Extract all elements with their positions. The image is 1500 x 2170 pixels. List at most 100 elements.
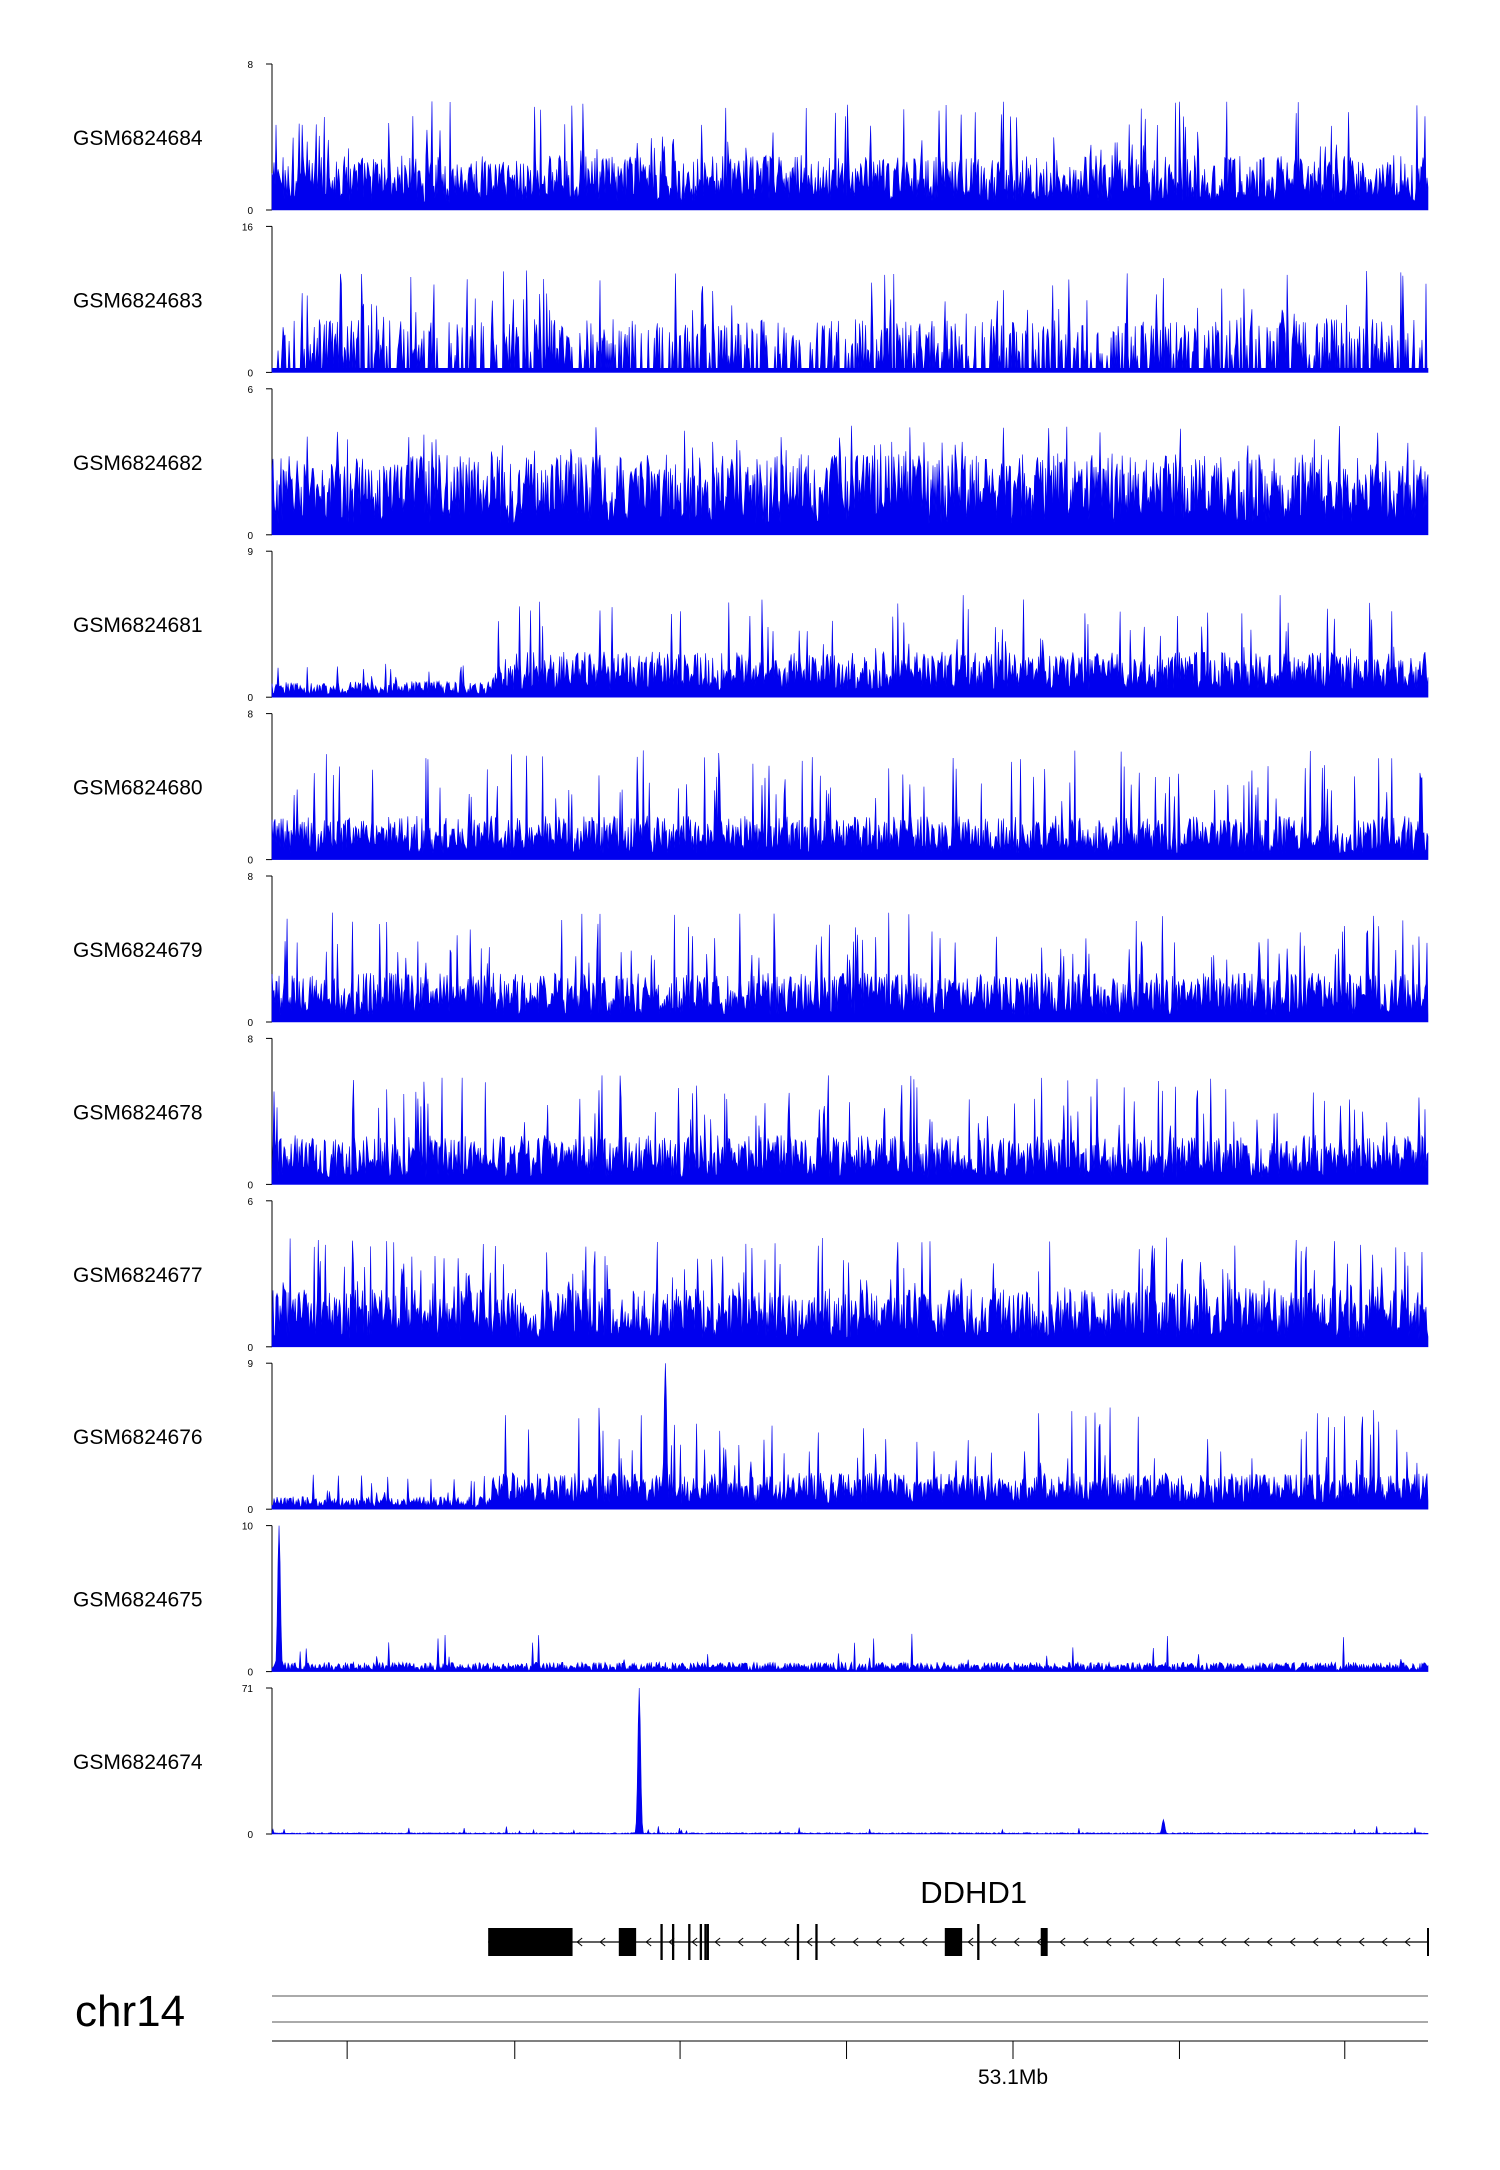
- track-GSM6824679: GSM6824679 8 0: [73, 872, 1429, 1029]
- strand-arrow: [852, 1937, 859, 1947]
- y-max-label: 8: [247, 872, 253, 883]
- exon: [618, 1928, 637, 1956]
- track-name-label: GSM6824682: [73, 452, 203, 475]
- strand-arrow: [1082, 1937, 1089, 1947]
- y-min-label: 0: [247, 1505, 253, 1516]
- strand-arrow: [1289, 1937, 1296, 1947]
- track-GSM6824677: GSM6824677 6 0: [73, 1197, 1429, 1354]
- strand-arrow: [1335, 1937, 1342, 1947]
- track-name-label: GSM6824684: [73, 127, 203, 150]
- track-name-label: GSM6824677: [73, 1264, 203, 1287]
- gene-name-label: DDHD1: [920, 1875, 1027, 1910]
- strand-arrow: [1358, 1937, 1365, 1947]
- track-name-label: GSM6824681: [73, 614, 203, 637]
- signal-area: [271, 425, 1429, 536]
- y-min-label: 0: [247, 1180, 253, 1191]
- track-GSM6824684: GSM6824684 8 0: [73, 60, 1429, 217]
- strand-arrow: [1197, 1937, 1204, 1947]
- strand-arrow: [691, 1937, 698, 1947]
- signal-area: [271, 270, 1429, 373]
- strand-arrow: [599, 1937, 606, 1947]
- y-min-label: 0: [247, 531, 253, 542]
- y-min-label: 0: [247, 1343, 253, 1354]
- exon: [944, 1928, 963, 1956]
- exon: [796, 1924, 800, 1960]
- track-GSM6824683: GSM6824683 16 0: [73, 222, 1429, 379]
- exon: [815, 1924, 818, 1960]
- strand-arrow: [714, 1937, 721, 1947]
- exon: [660, 1924, 663, 1960]
- signal-area: [271, 1075, 1429, 1185]
- y-max-label: 8: [247, 1034, 253, 1045]
- y-max-label: 16: [242, 222, 254, 233]
- strand-arrow: [1036, 1937, 1043, 1947]
- y-max-label: 8: [247, 60, 253, 71]
- strand-arrow: [898, 1937, 905, 1947]
- track-name-label: GSM6824676: [73, 1426, 203, 1449]
- track-name-label: GSM6824683: [73, 289, 203, 312]
- gene-track: DDHD1: [488, 1875, 1429, 1960]
- track-GSM6824680: GSM6824680 8 0: [73, 710, 1429, 867]
- exon: [704, 1924, 707, 1960]
- y-max-label: 6: [247, 1197, 253, 1208]
- signal-area: [271, 750, 1429, 860]
- x-axis-tick-label: 53.1Mb: [978, 2066, 1048, 2089]
- strand-arrow: [967, 1937, 974, 1947]
- strand-arrow: [1220, 1937, 1227, 1947]
- strand-arrow: [1404, 1937, 1411, 1947]
- signal-area: [271, 1237, 1429, 1348]
- y-max-label: 9: [247, 547, 253, 558]
- chromosome-axis: chr14 53.1Mb: [75, 1987, 1428, 2089]
- strand-arrow: [760, 1937, 767, 1947]
- signal-area: [271, 1363, 1429, 1510]
- track-name-label: GSM6824680: [73, 777, 203, 800]
- strand-arrow: [783, 1937, 790, 1947]
- signal-area: [271, 101, 1429, 211]
- y-min-label: 0: [247, 1830, 253, 1841]
- y-max-label: 8: [247, 710, 253, 721]
- exon: [706, 1924, 709, 1960]
- track-name-label: GSM6824674: [73, 1751, 203, 1774]
- strand-arrow: [1059, 1937, 1066, 1947]
- y-min-label: 0: [247, 1018, 253, 1029]
- strand-arrow: [576, 1937, 583, 1947]
- strand-arrow: [1174, 1937, 1181, 1947]
- exon: [688, 1924, 691, 1960]
- strand-arrow: [921, 1937, 928, 1947]
- exon: [1040, 1928, 1048, 1956]
- strand-arrow: [806, 1937, 813, 1947]
- exon: [488, 1928, 573, 1956]
- track-name-label: GSM6824675: [73, 1589, 203, 1612]
- y-max-label: 9: [247, 1359, 253, 1370]
- strand-arrow: [829, 1937, 836, 1947]
- y-min-label: 0: [247, 368, 253, 379]
- strand-arrow: [1266, 1937, 1273, 1947]
- y-min-label: 0: [247, 206, 253, 217]
- signal-area: [271, 1525, 1429, 1672]
- signal-area: [271, 595, 1429, 698]
- track-GSM6824674: GSM6824674 71 0: [73, 1684, 1429, 1841]
- y-max-label: 71: [242, 1684, 254, 1695]
- strand-arrow: [1128, 1937, 1135, 1947]
- y-max-label: 10: [242, 1522, 254, 1533]
- signal-area: [271, 912, 1429, 1023]
- strand-arrow: [737, 1937, 744, 1947]
- signal-area: [271, 1687, 1429, 1835]
- track-name-label: GSM6824679: [73, 939, 203, 962]
- signal-tracks: GSM682468480GSM6824683160GSM682468260GSM…: [73, 60, 1429, 1841]
- y-min-label: 0: [247, 856, 253, 867]
- y-min-label: 0: [247, 693, 253, 704]
- strand-arrow: [1312, 1937, 1319, 1947]
- y-max-label: 6: [247, 385, 253, 396]
- strand-arrow: [1381, 1937, 1388, 1947]
- strand-arrow: [1243, 1937, 1250, 1947]
- strand-arrow: [990, 1937, 997, 1947]
- track-GSM6824675: GSM6824675 10 0: [73, 1522, 1429, 1679]
- exon: [977, 1924, 980, 1960]
- track-GSM6824681: GSM6824681 9 0: [73, 547, 1429, 704]
- exon: [671, 1924, 675, 1960]
- track-name-label: GSM6824678: [73, 1101, 203, 1124]
- strand-arrow: [645, 1937, 652, 1947]
- strand-arrow: [1013, 1937, 1020, 1947]
